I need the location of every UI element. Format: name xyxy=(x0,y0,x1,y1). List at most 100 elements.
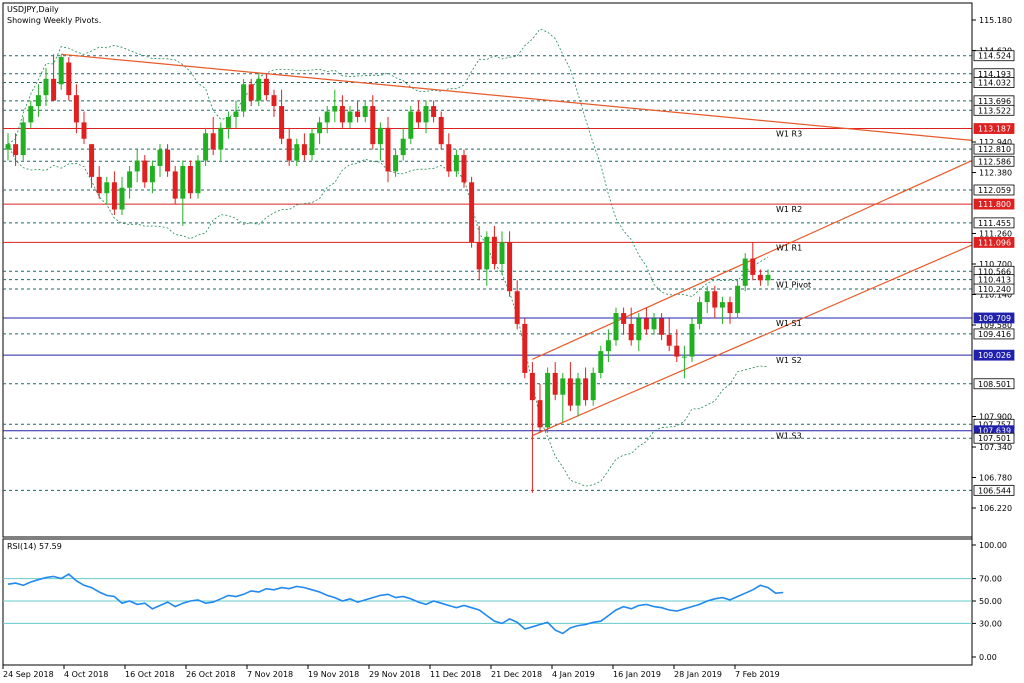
price-tag-label: 112.586 xyxy=(978,157,1011,166)
candle-body xyxy=(187,165,193,194)
price-tag-label: 111.455 xyxy=(978,219,1011,228)
candle-body xyxy=(263,78,269,96)
candle-body xyxy=(347,111,353,123)
candle-body xyxy=(469,182,475,243)
time-tick-label: 7 Nov 2018 xyxy=(247,670,293,679)
candle-body xyxy=(51,78,57,101)
candle-body xyxy=(286,138,292,161)
pivot-label: W1 R2 xyxy=(776,205,802,214)
candle-body xyxy=(567,378,573,406)
candle-body xyxy=(362,106,368,117)
candle-body xyxy=(89,144,95,177)
price-panel[interactable]: W1 R3 W1 R2 W1 R1 W1 Pivot W1 S1 W1 S2 W1 S3 U… xyxy=(2,2,973,538)
candle-body xyxy=(514,291,520,324)
candle-body xyxy=(66,62,72,96)
candle-body xyxy=(165,149,171,172)
candle-body xyxy=(43,78,49,96)
price-tag-box xyxy=(973,217,1015,229)
candle-body xyxy=(681,356,687,358)
bollinger-bands xyxy=(7,28,769,487)
price-tick-label: 111.260 xyxy=(979,230,1012,239)
candle-body xyxy=(355,111,361,117)
rsi-title: RSI(14) 57.59 xyxy=(7,542,62,551)
candle-body xyxy=(408,111,414,139)
candle-body xyxy=(621,313,627,324)
candle-body xyxy=(499,242,505,264)
candle-body xyxy=(81,122,87,139)
candle-body xyxy=(545,372,551,428)
candle-body xyxy=(28,106,34,123)
candle-body xyxy=(73,95,79,123)
candle-body xyxy=(172,171,178,199)
price-tag-label: 111.096 xyxy=(978,238,1011,247)
candle-body xyxy=(241,84,247,112)
candle-body xyxy=(233,111,239,117)
rsi-panel[interactable]: RSI(14) 57.59 100.00 70.00 50.00 30.00 0.00 xyxy=(2,538,1007,666)
price-tick-label: 107.340 xyxy=(979,443,1012,452)
time-tick-label: 16 Jan 2019 xyxy=(613,670,661,679)
time-tick-label: 28 Jan 2019 xyxy=(674,670,722,679)
price-tick-label: 106.220 xyxy=(979,504,1012,513)
pivot-label: W1 R3 xyxy=(776,130,802,139)
candle-body xyxy=(484,236,490,270)
pivot-label: W1 S3 xyxy=(776,432,802,441)
candle-body xyxy=(598,351,604,373)
candle-body xyxy=(712,291,718,308)
candle-body xyxy=(203,133,209,161)
candle-body xyxy=(20,122,26,156)
candle-body xyxy=(415,111,421,123)
candle-body xyxy=(142,160,148,183)
candle-body xyxy=(666,334,672,346)
candle-body xyxy=(377,127,383,145)
candle-body xyxy=(529,372,535,401)
price-tag-label: 107.639 xyxy=(978,427,1011,436)
candle-body xyxy=(134,160,140,172)
candle-body xyxy=(210,133,216,150)
price-tag-label: 113.522 xyxy=(978,106,1011,115)
candle-body xyxy=(195,160,201,194)
candle-body xyxy=(157,149,163,166)
candle-body xyxy=(446,144,452,172)
candle-body xyxy=(742,258,748,286)
price-tag-label: 109.416 xyxy=(978,330,1011,339)
trendline-down xyxy=(61,53,973,141)
time-tick-label: 7 Feb 2019 xyxy=(735,670,780,679)
candle-body xyxy=(256,78,262,101)
price-tag-box xyxy=(973,198,1015,210)
candle-body xyxy=(636,318,642,341)
candle-body xyxy=(400,138,406,156)
price-tag-label: 111.800 xyxy=(978,200,1011,209)
price-tag-box xyxy=(973,432,1015,444)
price-tag-box xyxy=(973,50,1015,62)
candle-body xyxy=(111,182,117,210)
candle-body xyxy=(507,242,513,292)
price-tag-label: 107.757 xyxy=(978,420,1011,429)
price-tag-label: 112.810 xyxy=(978,145,1011,154)
candle-body xyxy=(13,144,19,156)
price-tag-label: 110.413 xyxy=(978,276,1011,285)
time-tick-label: 21 Dec 2018 xyxy=(491,670,542,679)
candle-body xyxy=(309,133,315,156)
rsi-level-lines xyxy=(3,578,972,624)
pivot-label: W1 Pivot xyxy=(776,281,811,290)
price-tag-label: 114.032 xyxy=(978,79,1011,88)
time-tick-label: 24 Sep 2018 xyxy=(3,670,54,679)
pivot-label: W1 S2 xyxy=(776,356,802,365)
candle-body xyxy=(301,144,307,156)
candle-body xyxy=(127,171,133,188)
time-tick-label: 19 Nov 2018 xyxy=(308,670,359,679)
rsi-tick-label: 100.00 xyxy=(979,541,1007,550)
candle-body xyxy=(119,187,125,210)
candle-body xyxy=(613,313,619,341)
candle-body xyxy=(423,106,429,123)
candle-body xyxy=(324,111,330,123)
price-tag-box xyxy=(973,123,1015,134)
rsi-axis-ticks: 100.00 70.00 50.00 30.00 0.00 xyxy=(972,541,1007,662)
price-tag-box xyxy=(973,143,1015,155)
candle-body xyxy=(104,182,110,194)
price-tick-label: 110.140 xyxy=(979,291,1012,300)
candle-body xyxy=(370,106,376,145)
candle-body xyxy=(491,236,497,264)
